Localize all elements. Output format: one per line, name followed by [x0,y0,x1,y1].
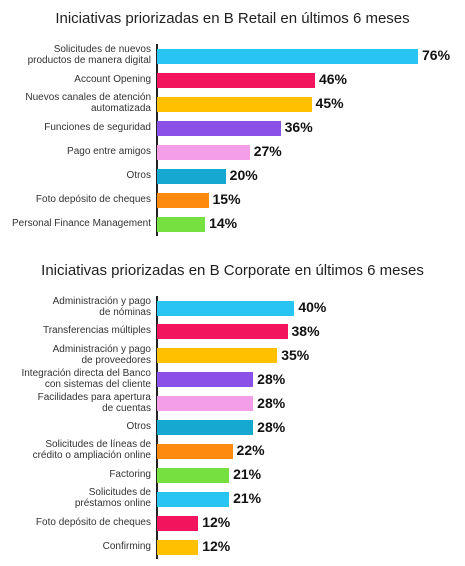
corporate-bar [157,300,295,316]
retail-chart-title: Iniciativas priorizadas en B Retail en ú… [55,10,410,27]
corporate-bar [157,443,233,459]
corporate-category-label: Integración directa del Banco con sistem… [21,367,151,390]
retail-value-label: 36% [284,119,313,135]
corporate-value-label: 21% [233,490,262,507]
corporate-category-label: Otros [126,421,151,432]
corporate-category-label: Factoring [109,468,151,480]
corporate-bar [157,324,288,340]
corporate-category-label: Foto depósito de cheques [35,516,151,528]
corporate-bar [157,348,278,364]
corporate-category-label: Administración y pago de nóminas [52,296,151,318]
retail-value-label: 45% [315,95,344,111]
retail-category-label: Solicitudes de nuevos productos de maner… [27,44,151,66]
corporate-category-label: Facilidades para apertura de cuentas [37,391,151,414]
corporate-value-label: 28% [257,370,286,387]
corporate-bar [157,515,199,531]
corporate-category-label: Solicitudes de líneas de crédito o ampli… [32,439,151,462]
retail-category-label: Personal Finance Management [12,217,151,229]
retail-category-label: Account Opening [74,73,151,85]
retail-bar [157,72,315,88]
corporate-value-label: 21% [233,466,262,483]
corporate-bar [157,396,254,412]
corporate-bar [157,467,230,483]
retail-category-label: Foto depósito de cheques [35,193,151,205]
retail-category-label: Pago entre amigos [67,145,151,157]
corporate-bar [157,491,230,507]
corporate-bar [157,539,199,555]
corporate-bar [157,372,254,388]
retail-bar [157,144,250,160]
retail-value-label: 46% [318,71,347,87]
corporate-bar [157,420,254,435]
corporate-value-label: 35% [281,346,310,363]
corporate-value-label: 40% [298,299,327,315]
corporate-chart-title: Iniciativas priorizadas en B Corporate e… [41,262,424,279]
retail-bar [157,168,226,184]
retail-value-label: 20% [229,167,258,183]
corporate-category-label: Transferencias múltiples [42,325,151,337]
corporate-value-label: 28% [257,418,286,435]
retail-bar [157,96,312,112]
corporate-value-label: 12% [202,538,231,554]
retail-category-label: Otros [126,169,151,181]
corporate-value-label: 28% [257,394,286,411]
retail-category-label: Funciones de seguridad [44,121,151,133]
corporate-value-label: 38% [291,322,320,339]
retail-bar [157,192,209,208]
retail-category-label: Nuevos canales de atención automatizada [25,92,151,114]
retail-axis-line [156,44,158,236]
retail-value-label: 15% [212,191,241,207]
retail-bar [157,216,206,232]
retail-bar [157,48,418,64]
corporate-value-label: 22% [236,442,265,459]
retail-bar [157,120,281,136]
corporate-value-label: 12% [202,514,231,531]
retail-value-label: 76% [422,47,451,63]
corporate-category-label: Solicitudes de préstamos online [74,487,151,510]
corporate-category-label: Confirming [102,540,151,552]
retail-value-label: 14% [209,215,238,231]
retail-value-label: 27% [253,143,282,159]
corporate-category-label: Administración y pago de proveedores [52,343,151,366]
